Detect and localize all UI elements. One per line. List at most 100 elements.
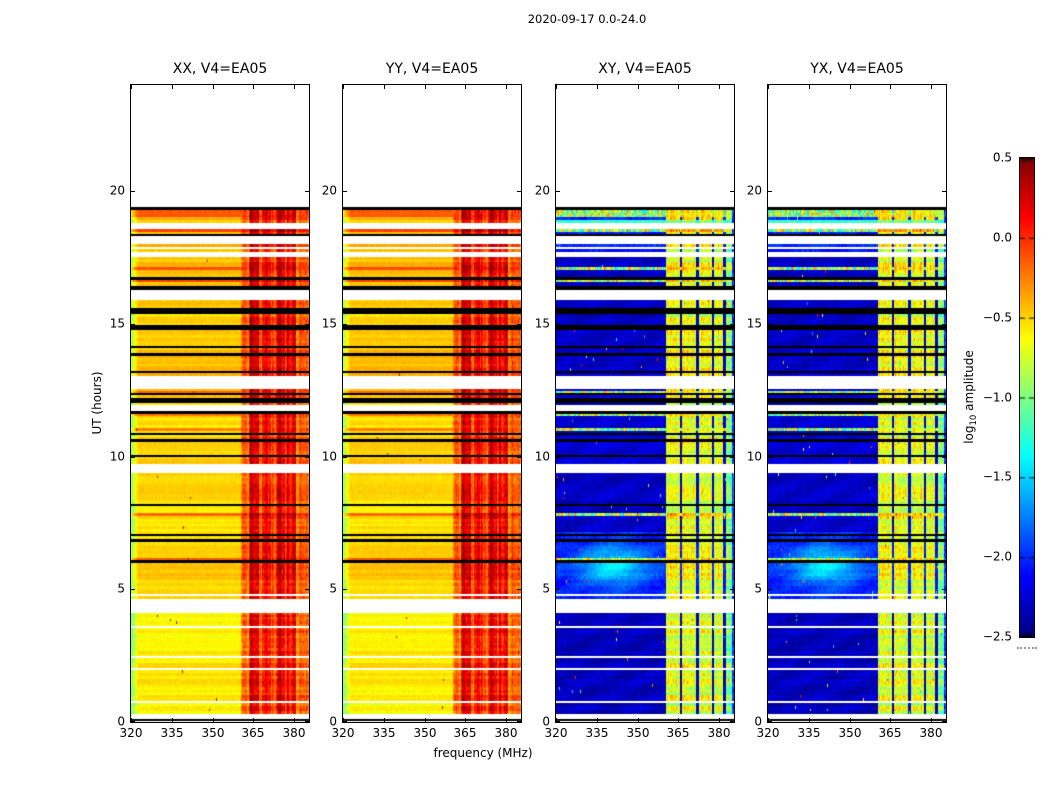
y-tick-mark [131,457,135,458]
colorbar-tick-label: 0.0 [992,230,1012,245]
y-tick-mark [730,589,734,590]
y-tick-label: 20 [109,183,125,198]
figure-title: 2020-09-17 0.0-24.0 [527,12,647,26]
x-tick-label: 365 [453,726,477,740]
y-tick-label: 15 [109,316,125,331]
y-tick-mark [305,324,309,325]
colorbar-tick-label: −2.0 [982,549,1012,564]
heatmap-canvas-yx [768,85,946,722]
y-tick-mark [730,324,734,325]
x-tick-mark [253,718,254,722]
y-tick-label: 15 [534,316,550,331]
x-tick-mark [253,85,254,89]
colorbar-label-subscript: 10 [968,414,979,426]
x-tick-label: 350 [413,726,437,740]
panel-xx: XX, V4=EA05 320 335 350 365 380 0 5 10 15 20 [110,61,310,740]
x-tick-mark [597,85,598,89]
x-tick-mark [809,718,810,722]
y-tick-mark [768,721,772,722]
colorbar-tick-label: −0.5 [982,309,1012,324]
heatmap-canvas-xy [556,85,734,722]
y-tick-mark [556,457,560,458]
heatmap-canvas-yy [343,85,521,722]
panel-yy: YY, V4=EA05 320 335 350 365 380 0 5 10 15 20 [322,61,522,740]
x-tick-mark [850,718,851,722]
x-tick-mark [638,718,639,722]
y-tick-mark [305,191,309,192]
x-tick-mark [425,85,426,89]
y-tick-mark [305,457,309,458]
y-tick-mark [131,589,135,590]
x-tick-mark [465,85,466,89]
x-tick-mark [678,85,679,89]
x-tick-mark [172,85,173,89]
x-tick-mark [384,85,385,89]
x-tick-mark [506,718,507,722]
x-tick-mark [131,718,132,722]
x-tick-label: 350 [838,726,862,740]
colorbar-tick-label: −1.5 [982,469,1012,484]
x-tick-mark [213,718,214,722]
y-tick-mark [556,191,560,192]
x-tick-label: 320 [756,726,780,740]
y-tick-mark [768,324,772,325]
colorbar-underflow-dots [1017,647,1037,649]
y-tick-mark [517,191,521,192]
x-axis-label: frequency (MHz) [433,746,533,760]
x-tick-mark [719,718,720,722]
colorbar-tick-label: −2.5 [982,629,1012,644]
x-tick-label: 380 [707,726,731,740]
x-tick-mark [597,718,598,722]
y-tick-mark [131,324,135,325]
y-tick-mark [343,589,347,590]
y-tick-label: 5 [117,581,125,596]
x-tick-mark [294,85,295,89]
x-tick-mark [890,718,891,722]
colorbar [1019,157,1035,638]
y-tick-mark [730,191,734,192]
y-axis-label: UT (hours) [90,371,104,435]
y-tick-mark [343,721,347,722]
x-tick-mark [931,85,932,89]
y-tick-mark [730,457,734,458]
x-tick-label: 365 [878,726,902,740]
colorbar-label-suffix: amplitude [962,350,976,415]
x-tick-mark [465,718,466,722]
y-tick-mark [730,721,734,722]
y-tick-mark [942,457,946,458]
x-tick-label: 335 [797,726,821,740]
x-tick-mark [890,85,891,89]
x-tick-mark [556,85,557,89]
x-tick-mark [768,718,769,722]
x-tick-label: 365 [666,726,690,740]
y-tick-mark [556,721,560,722]
y-tick-label: 20 [321,183,337,198]
x-tick-mark [931,718,932,722]
y-tick-mark [942,191,946,192]
panel-yx: YX, V4=EA05 320 335 350 365 380 0 5 10 15 20 [747,61,947,740]
x-tick-mark [556,718,557,722]
x-tick-mark [213,85,214,89]
x-tick-mark [343,718,344,722]
y-tick-mark [517,589,521,590]
y-tick-label: 10 [109,449,125,464]
panel-title-xx: XX, V4=EA05 [172,61,268,77]
x-tick-mark [850,85,851,89]
y-tick-mark [343,324,347,325]
panel-title-yy: YY, V4=EA05 [385,61,479,77]
y-tick-label: 15 [746,316,762,331]
y-tick-mark [517,324,521,325]
x-tick-mark [425,718,426,722]
x-tick-label: 350 [201,726,225,740]
x-tick-mark [172,718,173,722]
x-tick-mark [768,85,769,89]
x-tick-mark [506,85,507,89]
x-tick-label: 320 [331,726,355,740]
y-tick-label: 20 [534,183,550,198]
y-tick-mark [131,721,135,722]
x-tick-mark [294,718,295,722]
y-tick-label: 0 [329,714,337,729]
panel-title-xy: XY, V4=EA05 [598,61,692,77]
y-tick-label: 0 [542,714,550,729]
